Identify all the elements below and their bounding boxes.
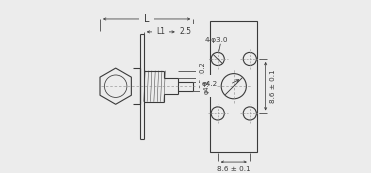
Text: L: L <box>144 14 150 24</box>
Text: 8.6 ± 0.1: 8.6 ± 0.1 <box>217 166 250 172</box>
Text: φ4.2: φ4.2 <box>201 81 218 87</box>
Text: 2.5: 2.5 <box>180 27 191 36</box>
Text: 0.5×0.2: 0.5×0.2 <box>199 61 206 88</box>
Bar <box>210 21 257 152</box>
Text: L1: L1 <box>156 27 165 36</box>
Text: φ4.1: φ4.1 <box>204 79 210 94</box>
Text: 8.6 ± 0.1: 8.6 ± 0.1 <box>270 69 276 103</box>
Text: 4-φ3.0: 4-φ3.0 <box>204 37 228 43</box>
